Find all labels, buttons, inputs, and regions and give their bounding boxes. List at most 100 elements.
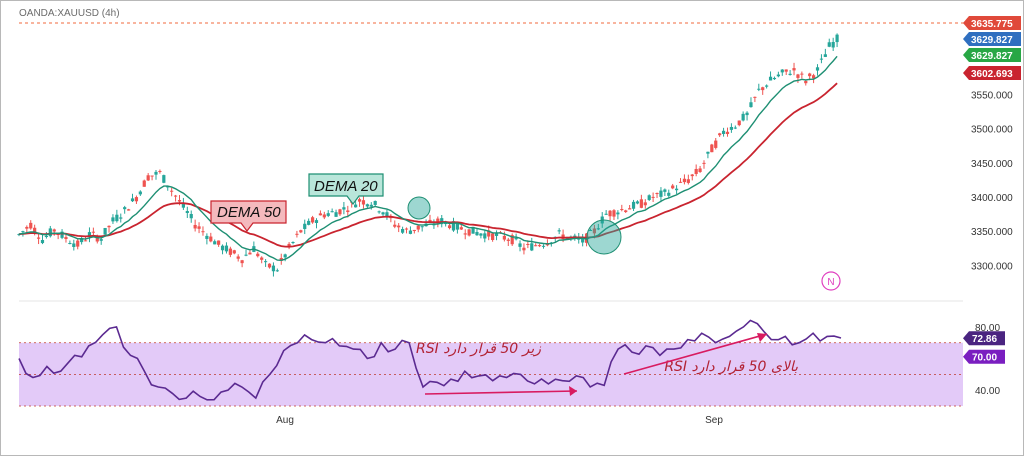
- candle: [749, 97, 753, 108]
- candle: [545, 239, 550, 247]
- candle: [361, 196, 366, 209]
- time-tick: Aug: [276, 415, 294, 426]
- candle: [823, 48, 827, 58]
- candle: [581, 233, 585, 247]
- rsi-line: [18, 319, 842, 401]
- candle: [557, 228, 561, 235]
- candle: [776, 71, 780, 78]
- candle: [385, 209, 389, 220]
- candle: [318, 210, 322, 216]
- candle: [166, 186, 170, 191]
- price-axis: 3650.0003550.0003500.0003450.0003400.000…: [963, 16, 1021, 272]
- candle: [522, 243, 526, 255]
- candle: [659, 187, 663, 203]
- candle: [283, 253, 287, 262]
- candle: [68, 240, 72, 245]
- candle: [252, 241, 256, 253]
- candle: [87, 227, 92, 243]
- candle: [608, 210, 612, 221]
- candle: [287, 242, 291, 250]
- candle: [635, 200, 640, 205]
- symbol-label: OANDA:XAUUSD (4h): [19, 8, 120, 19]
- candle: [643, 199, 647, 209]
- rsi-above-arrow: [623, 333, 768, 375]
- candle: [170, 187, 174, 197]
- svg-text:3629.827: 3629.827: [971, 51, 1013, 62]
- price-tick: 3400.000: [971, 193, 1013, 204]
- candle: [138, 190, 142, 196]
- svg-text:72.86: 72.86: [972, 334, 997, 345]
- candle: [130, 193, 135, 203]
- candle: [354, 201, 358, 208]
- candle: [530, 237, 534, 252]
- candle: [651, 192, 655, 203]
- candle: [134, 195, 139, 204]
- candle: [479, 233, 483, 239]
- candle: [240, 259, 244, 268]
- candle: [244, 249, 248, 257]
- candle: [264, 259, 268, 267]
- price-tag: 3629.827: [963, 48, 1021, 62]
- candle: [694, 164, 698, 177]
- candle: [765, 84, 769, 89]
- candle: [107, 225, 111, 233]
- candle: [299, 229, 303, 234]
- candle: [310, 215, 315, 224]
- candle: [29, 220, 33, 230]
- candle: [667, 189, 671, 198]
- candle: [48, 225, 52, 238]
- candle: [52, 228, 56, 236]
- candle: [710, 143, 714, 153]
- price-tick: 3300.000: [971, 261, 1013, 272]
- candle: [307, 218, 311, 226]
- candle: [393, 220, 397, 229]
- candle: [725, 127, 730, 137]
- price-tick: 3500.000: [971, 125, 1013, 136]
- candle: [671, 183, 675, 190]
- candle: [487, 225, 491, 241]
- candle: [209, 232, 213, 243]
- candle: [205, 233, 209, 245]
- candle: [706, 151, 710, 159]
- candle: [604, 210, 608, 215]
- candle: [631, 199, 636, 211]
- candle: [291, 241, 295, 245]
- candle: [620, 204, 624, 212]
- dema50-line: [18, 82, 838, 248]
- time-axis: Aug Sep: [276, 415, 723, 426]
- candle: [248, 250, 252, 255]
- price-tick: 3550.000: [971, 90, 1013, 101]
- candle: [753, 96, 757, 103]
- candle: [40, 234, 45, 245]
- rsi-tag: 72.86: [963, 331, 1005, 346]
- candle: [127, 208, 131, 211]
- price-tag: 3635.775: [963, 16, 1021, 30]
- candle: [745, 111, 749, 121]
- candle: [541, 244, 546, 249]
- dema20-label: DEMA 20: [314, 178, 378, 195]
- candle: [698, 166, 702, 173]
- candle: [303, 219, 307, 235]
- candle: [686, 174, 690, 185]
- candle: [420, 226, 424, 232]
- candle: [729, 123, 733, 133]
- rsi-plot: [18, 319, 842, 401]
- candle: [675, 185, 679, 195]
- candle: [236, 254, 240, 262]
- watermark-letter: N: [827, 277, 834, 288]
- candle: [338, 208, 342, 216]
- candle: [271, 262, 276, 277]
- candle: [397, 223, 401, 233]
- candle: [80, 235, 84, 245]
- candle: [702, 160, 706, 169]
- candle: [201, 226, 205, 236]
- watermark-badge: N: [821, 271, 841, 291]
- svg-text:3629.827: 3629.827: [971, 35, 1013, 46]
- candle: [185, 206, 189, 219]
- candle: [757, 83, 761, 92]
- candle: [150, 175, 154, 181]
- candle: [788, 70, 792, 76]
